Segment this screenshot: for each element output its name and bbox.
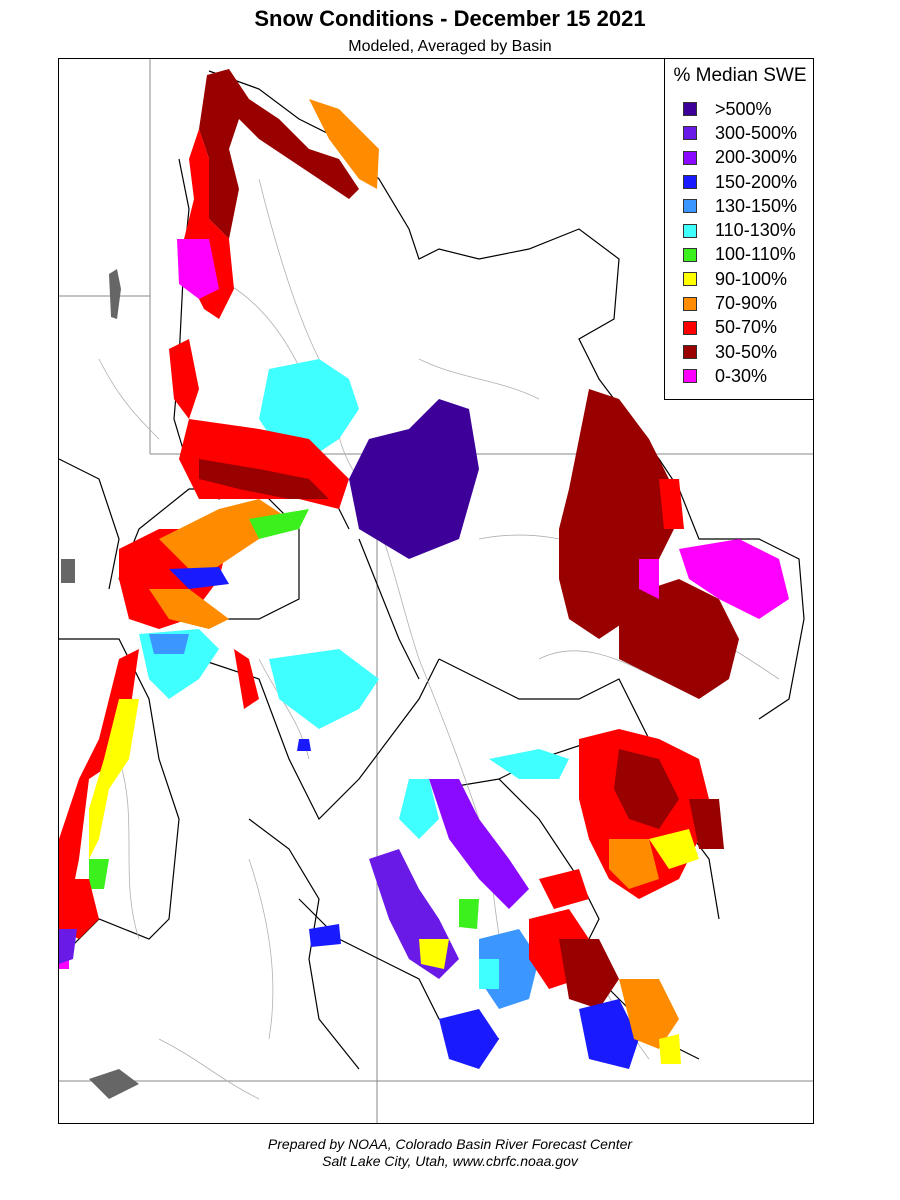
region-weber-100110 — [249, 509, 309, 539]
region-sanjuan-150200 — [439, 1009, 499, 1069]
region-central-110130 — [399, 779, 439, 839]
region-provo-130150 — [149, 634, 189, 654]
legend-item: 0-30% — [683, 364, 797, 388]
region-sanjuan-110130 — [479, 959, 499, 989]
legend-swatch — [683, 296, 697, 311]
region-west-100110 — [89, 859, 109, 889]
lakes — [61, 269, 139, 1099]
region-duchesne-110130 — [269, 649, 379, 729]
legend-label: 130-150% — [715, 195, 798, 216]
region-yampa-500 — [349, 399, 479, 559]
region-gunnison-90100 — [649, 829, 699, 869]
footer-line-2: Salt Lake City, Utah, www.cbrfc.noaa.gov — [322, 1153, 578, 1169]
region-west-5070b — [59, 879, 99, 939]
region-gunnison-3050b — [689, 799, 724, 849]
region-sanjuan-150200c — [309, 924, 341, 947]
legend-item: 150-200% — [683, 170, 797, 194]
footer-credit: Prepared by NOAA, Colorado Basin River F… — [0, 1136, 900, 1170]
legend-swatch — [683, 272, 697, 287]
region-sanjuan-3050 — [559, 939, 619, 1009]
region-weber-7090b — [149, 589, 229, 629]
region-sanjuan-90100 — [659, 1034, 681, 1064]
region-sanjuan-150200b — [579, 999, 639, 1069]
legend-item: >500% — [683, 97, 797, 121]
legend-swatch — [683, 369, 697, 384]
region-duchesne-5070 — [234, 649, 259, 709]
legend-swatch — [683, 247, 697, 262]
legend-label: 110-130% — [715, 220, 796, 241]
legend-swatch — [683, 175, 697, 190]
region-gunnison-7090 — [609, 839, 659, 889]
legend-item: 300-500% — [683, 121, 797, 145]
region-central-200300 — [429, 779, 529, 909]
region-sanjuan-100110 — [459, 899, 479, 929]
map-title: Snow Conditions - December 15 2021 — [254, 6, 646, 31]
legend-swatch — [683, 320, 697, 335]
region-weber-150200 — [169, 567, 229, 589]
legend-label: >500% — [715, 98, 772, 119]
legend-swatch — [683, 345, 697, 360]
legend-list: >500% 300-500% 200-300% 150-200% 130-150… — [683, 97, 797, 389]
legend-item: 30-50% — [683, 340, 797, 364]
region-north-030 — [177, 239, 219, 299]
region-central-110130b — [489, 749, 569, 779]
footer-line-1: Prepared by NOAA, Colorado Basin River F… — [267, 1136, 633, 1152]
legend-label: 0-30% — [715, 365, 768, 386]
legend-label: 150-200% — [715, 171, 798, 192]
region-west-90100 — [89, 699, 139, 859]
region-gunnison-3050 — [614, 749, 679, 829]
region-north-7090 — [309, 99, 379, 189]
legend: % Median SWE >500% 300-500% 200-300% 150… — [664, 58, 814, 400]
region-east-030 — [679, 539, 789, 619]
region-east-5070 — [659, 479, 684, 529]
legend-title: % Median SWE — [673, 65, 807, 86]
legend-swatch — [683, 102, 697, 117]
legend-swatch — [683, 199, 697, 214]
region-duchesne-150200 — [297, 739, 311, 751]
legend-swatch — [683, 126, 697, 141]
legend-label: 300-500% — [715, 122, 798, 143]
region-north-3050 — [199, 69, 359, 239]
region-east-030b — [639, 559, 659, 599]
legend-label: 90-100% — [715, 268, 788, 289]
legend-label: 200-300% — [715, 147, 798, 168]
region-sanjuan-5070b — [539, 869, 589, 909]
legend-label: 50-70% — [715, 317, 778, 338]
region-north-west-5070 — [169, 339, 199, 419]
region-mid-3050 — [199, 459, 329, 499]
legend-item: 50-70% — [683, 316, 797, 340]
region-west-300500 — [59, 929, 77, 964]
map-subtitle: Modeled, Averaged by Basin — [348, 38, 552, 55]
legend-item: 90-100% — [683, 267, 797, 291]
legend-swatch — [683, 150, 697, 165]
legend-swatch — [683, 223, 697, 238]
legend-item: 100-110% — [683, 243, 797, 267]
legend-item: 130-150% — [683, 194, 797, 218]
region-sanjuan-7090 — [619, 979, 679, 1049]
legend-item: 200-300% — [683, 146, 797, 170]
legend-label: 30-50% — [715, 341, 778, 362]
legend-label: 70-90% — [715, 293, 778, 314]
region-sanjuan-90100b — [419, 939, 449, 969]
legend-item: 70-90% — [683, 291, 797, 315]
legend-label: 100-110% — [715, 244, 796, 265]
region-east-3050b — [619, 579, 739, 699]
legend-item: 110-130% — [683, 218, 797, 242]
snow-map-graphic — [59, 59, 813, 1123]
